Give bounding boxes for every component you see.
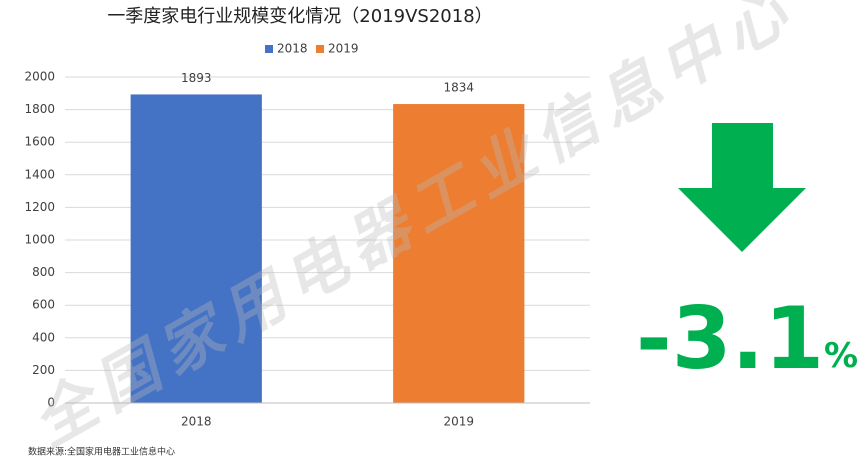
data-label: 1834 [443, 81, 474, 95]
legend-label: 2018 [277, 42, 308, 56]
data-label: 1893 [181, 71, 212, 85]
y-tick-label: 800 [32, 265, 55, 279]
legend-label: 2019 [328, 42, 359, 56]
source-note: 数据来源:全国家用电器工业信息中心 [28, 446, 175, 458]
y-tick-label: 400 [32, 330, 55, 344]
y-tick-label: 1000 [24, 233, 55, 247]
legend-swatch [316, 45, 324, 53]
annotation-number: -3.1 [636, 289, 824, 389]
y-tick-label: 0 [47, 396, 55, 410]
down-arrow [678, 123, 806, 252]
bar [393, 104, 525, 404]
y-tick-label: 1200 [24, 200, 55, 214]
x-tick-label: 2018 [181, 415, 212, 429]
change-annotation: -3.1% [636, 289, 858, 389]
x-tick-label: 2019 [443, 415, 474, 429]
y-tick-label: 2000 [24, 70, 55, 84]
y-tick-label: 600 [32, 298, 55, 312]
legend-swatch [265, 45, 273, 53]
y-tick-label: 1400 [24, 167, 55, 181]
y-tick-label: 1600 [24, 135, 55, 149]
chart-title: 一季度家电行业规模变化情况（2019VS2018） [107, 6, 492, 27]
y-tick-label: 1800 [24, 102, 55, 116]
y-tick-label: 200 [32, 363, 55, 377]
annotation-unit: % [824, 336, 858, 376]
bar [130, 94, 262, 403]
